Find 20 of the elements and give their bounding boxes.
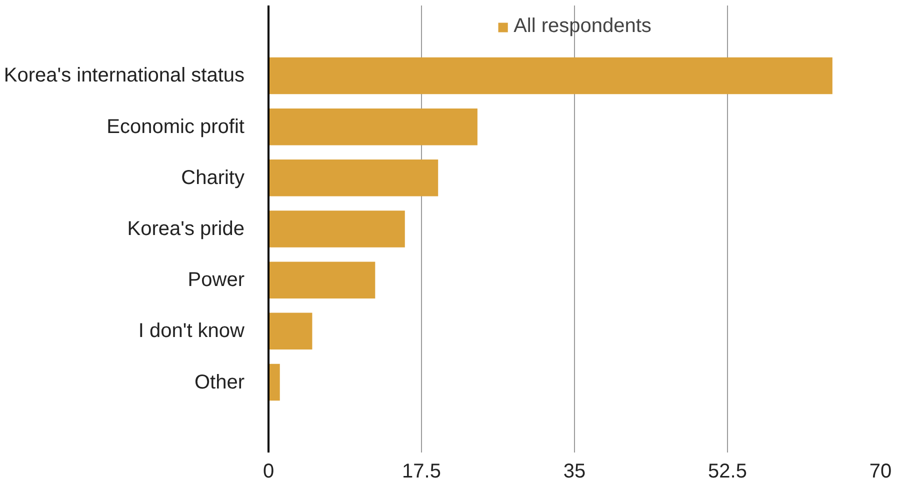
y-tick-label: Korea's international status xyxy=(4,64,244,87)
x-tick-label: 35 xyxy=(563,460,586,482)
y-tick-label: Power xyxy=(188,269,245,292)
bar xyxy=(268,312,312,350)
bar xyxy=(268,160,438,196)
bar xyxy=(268,364,280,401)
y-tick-label: Charity xyxy=(181,166,245,189)
x-tick-label: 70 xyxy=(869,460,892,482)
y-tick-label: Economic profit xyxy=(106,116,245,138)
y-tick-label: I don't know xyxy=(138,320,246,342)
y-tick-label: Other xyxy=(194,371,245,394)
legend-label: All respondents xyxy=(514,15,652,38)
x-tick-label: 0 xyxy=(262,460,274,482)
bar xyxy=(268,108,478,146)
x-tick-label: 17.5 xyxy=(402,460,441,482)
bar xyxy=(268,57,832,94)
x-tick-label: 52.5 xyxy=(708,460,747,482)
bar xyxy=(268,262,376,298)
bar xyxy=(268,210,405,248)
y-tick-label: Korea's pride xyxy=(127,218,244,240)
